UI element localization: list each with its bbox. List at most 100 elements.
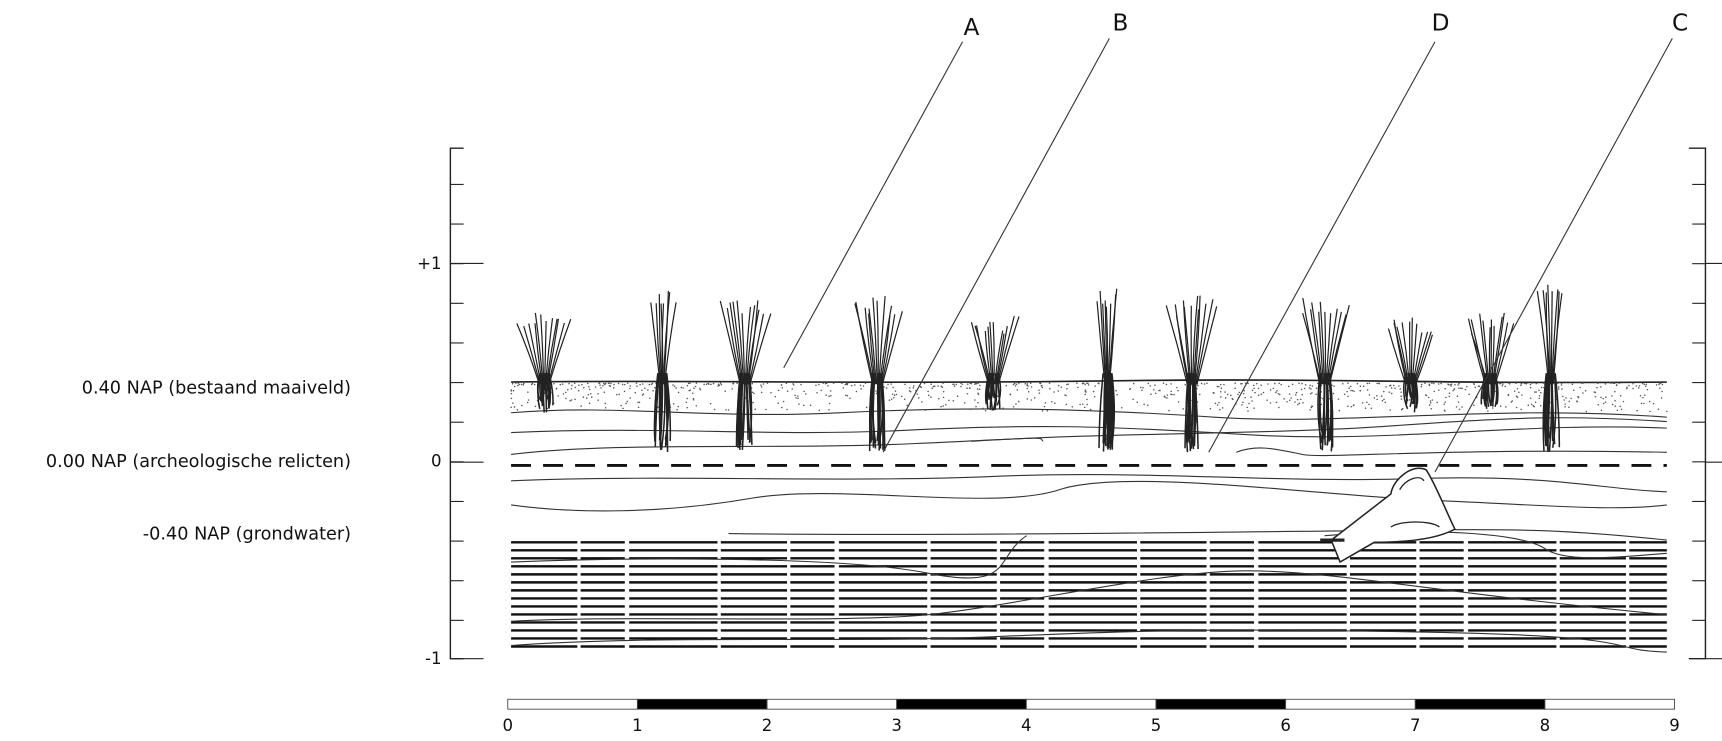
stipple — [515, 382, 517, 384]
stipple — [1622, 400, 1625, 403]
stipple — [517, 382, 520, 384]
stipple — [1333, 385, 1335, 387]
stipple — [1433, 390, 1436, 393]
stipple — [927, 390, 929, 393]
stipple — [800, 383, 802, 386]
stipple — [977, 382, 979, 385]
stipple — [1639, 394, 1642, 397]
stipple — [1342, 383, 1344, 385]
stipple — [1560, 382, 1563, 385]
stipple — [1214, 402, 1217, 405]
plant-root — [539, 373, 544, 407]
stipple — [786, 408, 788, 411]
stipple — [977, 393, 980, 396]
stipple — [1254, 391, 1256, 394]
stipple — [1253, 407, 1255, 409]
soil-layer — [511, 408, 1667, 420]
stipple — [752, 401, 754, 404]
stipple — [1359, 385, 1362, 388]
stipple — [1571, 383, 1574, 385]
plant-root — [1102, 373, 1108, 452]
stipple — [585, 397, 588, 399]
stipple — [1516, 396, 1519, 398]
stipple — [534, 405, 537, 408]
stipple — [948, 399, 950, 402]
stipple — [818, 409, 821, 412]
stipple — [1464, 388, 1467, 391]
stipple — [1600, 386, 1602, 388]
stipple — [1083, 406, 1086, 409]
stipple — [865, 406, 868, 409]
stipple — [1642, 396, 1644, 399]
stipple — [1648, 400, 1651, 403]
stipple — [862, 385, 865, 387]
stipple — [1538, 397, 1540, 400]
stipple — [1012, 383, 1015, 386]
stipple — [1437, 383, 1440, 385]
stipple — [712, 382, 715, 385]
stipple — [1644, 394, 1646, 396]
stipple — [577, 389, 580, 392]
stipple — [1600, 396, 1602, 399]
plant-blade — [548, 318, 572, 385]
stipple — [1262, 391, 1265, 394]
stipple — [1431, 399, 1434, 401]
plant-root — [542, 373, 545, 413]
plant-blade — [1415, 334, 1433, 385]
stipple — [942, 382, 944, 384]
stipple — [1060, 386, 1063, 388]
stipple — [622, 407, 624, 410]
stipple — [1065, 403, 1068, 406]
plant — [719, 300, 772, 451]
stipple — [792, 383, 794, 385]
stipple — [782, 400, 785, 403]
stipple — [1176, 386, 1178, 389]
stipple — [1279, 393, 1281, 396]
stipple — [1572, 389, 1575, 392]
stipple — [1368, 403, 1370, 406]
stipple — [1530, 403, 1533, 406]
stipple — [1366, 401, 1368, 403]
plant-root — [1411, 373, 1416, 405]
stipple — [1203, 383, 1206, 385]
level-label: -0.40 NAP (grondwater) — [143, 525, 351, 545]
stipple — [699, 387, 701, 390]
stipple — [602, 384, 604, 387]
stipple — [600, 387, 602, 389]
stipple — [1352, 404, 1355, 407]
stipple — [675, 387, 677, 389]
plant-blade — [881, 311, 903, 385]
stipple — [613, 383, 615, 386]
stipple — [1216, 385, 1219, 388]
plant-blade — [880, 314, 896, 385]
stipple — [1428, 384, 1431, 387]
stipple — [603, 382, 605, 385]
stipple — [1460, 387, 1462, 389]
stipple — [1448, 395, 1451, 398]
stipple — [920, 386, 923, 389]
plant-root — [1550, 373, 1554, 442]
stipple — [1026, 387, 1029, 390]
stipple — [1296, 398, 1299, 401]
stipple — [581, 383, 583, 386]
stipple — [1030, 399, 1033, 401]
stipple — [1557, 386, 1560, 388]
stipple — [687, 382, 690, 385]
plant-blade — [729, 302, 743, 385]
stipple — [1448, 392, 1451, 394]
stipple — [1165, 383, 1168, 386]
stipple — [1366, 382, 1369, 385]
stipple — [629, 387, 631, 390]
stipple — [908, 390, 911, 392]
soil-layer — [728, 529, 1667, 541]
stipple — [1408, 399, 1411, 401]
stipple — [1398, 385, 1400, 387]
stipple — [520, 383, 523, 386]
stipple — [1361, 402, 1364, 404]
stipple — [1513, 390, 1516, 392]
plant-blade — [1165, 305, 1188, 385]
stipple — [1612, 382, 1615, 385]
stipple — [1286, 401, 1288, 403]
stipple — [921, 401, 923, 403]
stipple — [1266, 399, 1268, 401]
